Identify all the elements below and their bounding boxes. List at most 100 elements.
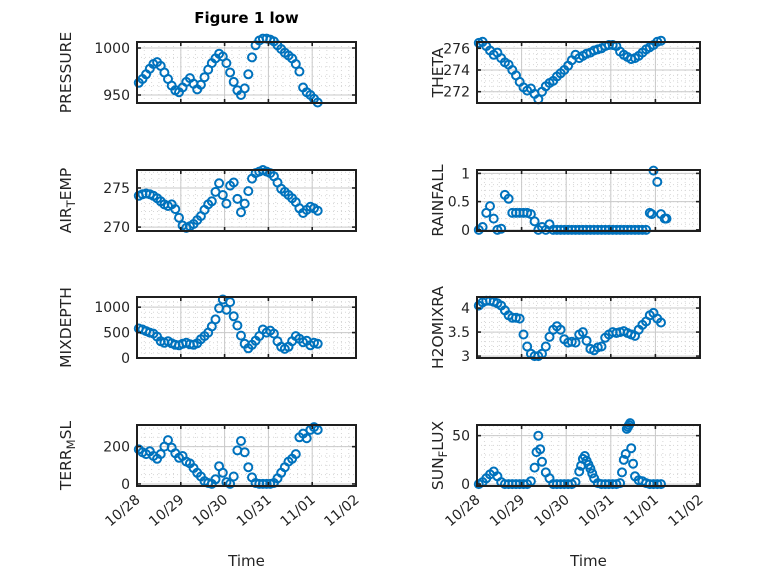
minor-grid xyxy=(137,297,356,359)
data-point xyxy=(488,213,499,224)
minor-grid xyxy=(477,297,700,358)
mixdepth-series xyxy=(133,294,323,354)
axes-frame xyxy=(136,169,357,232)
axes-frame xyxy=(136,424,357,487)
data-point xyxy=(221,198,232,209)
y-tick-label: 4 xyxy=(461,301,470,317)
data-point xyxy=(661,213,672,224)
x-tick-labels: 10/28 10/29 10/30 10/31 11/01 11/02 xyxy=(102,492,362,530)
data-point xyxy=(529,462,540,473)
y-tick-label: 1 xyxy=(461,166,470,182)
data-point xyxy=(625,418,636,429)
data-point xyxy=(496,223,507,234)
y-tick-label: 274 xyxy=(443,63,470,79)
data-point xyxy=(217,190,228,200)
data-point xyxy=(210,474,221,485)
y-tick-labels: 33.54 xyxy=(448,301,470,365)
data-point xyxy=(206,196,217,207)
x-tick-label: 10/29 xyxy=(487,492,528,530)
data-point xyxy=(514,313,525,324)
y-tick-label: 200 xyxy=(103,440,130,456)
subplot-mixdepth: 0 500 1000 MIXDEPTH xyxy=(57,287,357,368)
data-point xyxy=(239,198,250,209)
y-tick-labels: 0 50 xyxy=(452,429,470,493)
y-tick-label: 275 xyxy=(103,181,130,197)
data-point xyxy=(195,79,206,90)
y-tick-label: 0 xyxy=(121,351,130,367)
x-axis-label-right: Time xyxy=(570,552,607,570)
y-axis-label-h2omixra: H2OMIXRA xyxy=(429,286,447,369)
y-tick-label: 0 xyxy=(461,223,470,239)
data-point xyxy=(199,72,210,83)
data-point xyxy=(236,436,246,446)
data-point xyxy=(232,193,243,204)
y-tick-label: 1000 xyxy=(94,300,130,316)
data-point xyxy=(535,444,546,455)
y-tick-labels: 0 500 1000 xyxy=(94,300,130,367)
h2omixra-series xyxy=(473,295,666,362)
data-point xyxy=(228,471,239,482)
data-point xyxy=(243,69,254,80)
subplot-terr_msl: 0 200 TERRMSL 10/28 10/29 10/30 10/31 11/01 11/0… xyxy=(57,421,363,530)
data-point xyxy=(247,52,257,63)
y-tick-label: 50 xyxy=(452,429,470,445)
y-tick-labels: 0 200 xyxy=(103,440,130,493)
y-tick-label: 0 xyxy=(121,477,130,493)
data-point xyxy=(537,456,547,467)
data-point xyxy=(533,430,544,441)
data-point xyxy=(163,435,173,446)
data-point xyxy=(656,35,666,46)
x-tick-label: 11/02 xyxy=(665,492,706,530)
y-axis-label-terr_msl: TERRMSL xyxy=(57,421,78,492)
tick-marks xyxy=(136,42,357,103)
y-tick-label: 270 xyxy=(103,220,130,236)
data-point xyxy=(579,451,590,461)
y-tick-labels: 00.51 xyxy=(448,166,470,238)
data-point xyxy=(268,328,279,339)
y-tick-label: 3 xyxy=(461,349,470,365)
data-point xyxy=(585,463,596,474)
data-point xyxy=(618,454,629,465)
x-tick-label: 11/02 xyxy=(321,492,362,530)
y-axis-label-mixdepth: MIXDEPTH xyxy=(57,287,75,368)
x-tick-label: 10/28 xyxy=(102,492,143,530)
y-axis-label-pressure: PRESSURE xyxy=(57,32,75,114)
y-tick-labels: 272 274 276 xyxy=(443,41,470,100)
data-point xyxy=(243,462,254,473)
y-tick-labels: 950 1000 xyxy=(94,41,130,104)
tick-marks xyxy=(476,42,701,103)
data-point xyxy=(294,66,305,77)
axes-frame xyxy=(476,169,701,232)
data-point xyxy=(570,337,581,348)
axes-frame xyxy=(136,41,357,104)
y-tick-label: 950 xyxy=(103,88,130,104)
data-point xyxy=(239,447,250,458)
tick-marks xyxy=(476,297,701,358)
data-point xyxy=(656,317,666,328)
data-point xyxy=(217,467,228,478)
data-point xyxy=(641,224,652,235)
y-axis-label-air_temp: AIRTEMP xyxy=(57,168,78,234)
x-tick-label: 10/31 xyxy=(234,492,275,530)
y-tick-label: 0 xyxy=(461,477,470,493)
data-point xyxy=(656,479,666,490)
data-point xyxy=(646,209,657,220)
data-point xyxy=(620,449,631,459)
y-tick-label: 276 xyxy=(443,41,470,57)
sun_flux-series xyxy=(473,418,666,490)
axes-frame xyxy=(476,41,701,104)
y-tick-labels: 270 275 xyxy=(103,181,130,236)
data-point xyxy=(225,297,236,308)
data-point xyxy=(214,178,225,189)
air_temp-series xyxy=(133,165,323,233)
data-point xyxy=(652,479,663,490)
data-point xyxy=(174,212,184,223)
tick-marks xyxy=(476,425,701,486)
major-grid xyxy=(136,42,357,103)
data-point xyxy=(615,478,626,489)
